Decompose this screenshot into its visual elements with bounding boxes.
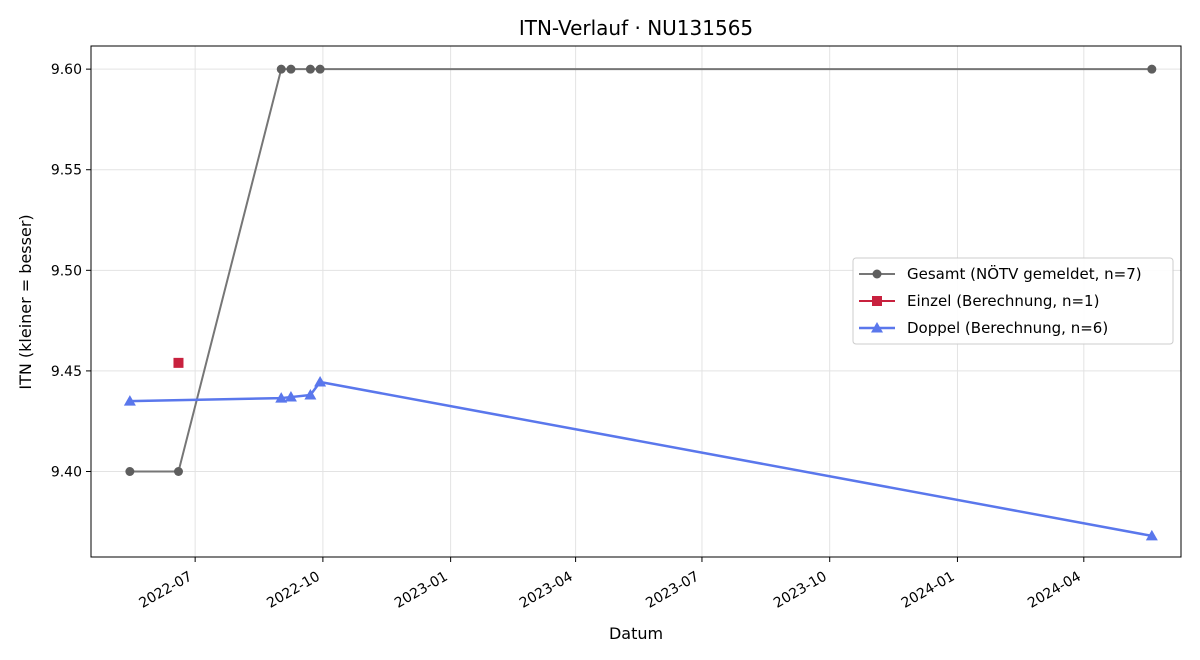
y-tick-label: 9.50 [51,263,82,279]
legend-marker [872,269,882,279]
data-point [284,391,297,402]
data-point [125,466,135,476]
data-point [1145,529,1158,541]
x-axis-title: Datum [609,624,663,643]
plot-frame [90,45,1182,558]
legend-marker [871,322,883,333]
series-1 [125,64,1157,476]
legend-label: Gesamt (NÖTV gemeldet, n=7) [907,264,1142,283]
legend-box [852,257,1174,345]
series-layer [123,64,1158,541]
y-axis-ticks: 9.40 9.45 9.50 9.55 9.60 [51,62,91,480]
y-tick-label: 9.55 [51,163,82,179]
y-axis-title: ITN (kleiner = besser) [16,214,35,389]
series-3 [123,375,1158,541]
data-point [314,375,327,387]
data-point [304,389,317,400]
data-point [286,64,296,74]
chart-title: ITN-Verlauf · NU131565 [519,16,753,40]
legend-label: Einzel (Berechnung, n=1) [907,292,1099,310]
data-point [275,392,288,403]
y-tick-label: 9.45 [51,364,82,380]
legend-label: Doppel (Berechnung, n=6) [907,319,1108,337]
data-point [173,357,184,368]
data-point [1147,64,1157,74]
data-point [305,64,315,74]
series-line [129,380,1153,538]
y-tick-label: 9.40 [51,464,82,480]
series-2 [173,357,184,368]
legend: Gesamt (NÖTV gemeldet, n=7) Einzel (Berec… [852,257,1174,345]
data-point [173,466,183,476]
y-tick-label: 9.60 [51,62,82,78]
data-point [276,64,286,74]
data-point [315,64,325,74]
legend-marker [872,296,882,306]
data-point [123,395,136,406]
